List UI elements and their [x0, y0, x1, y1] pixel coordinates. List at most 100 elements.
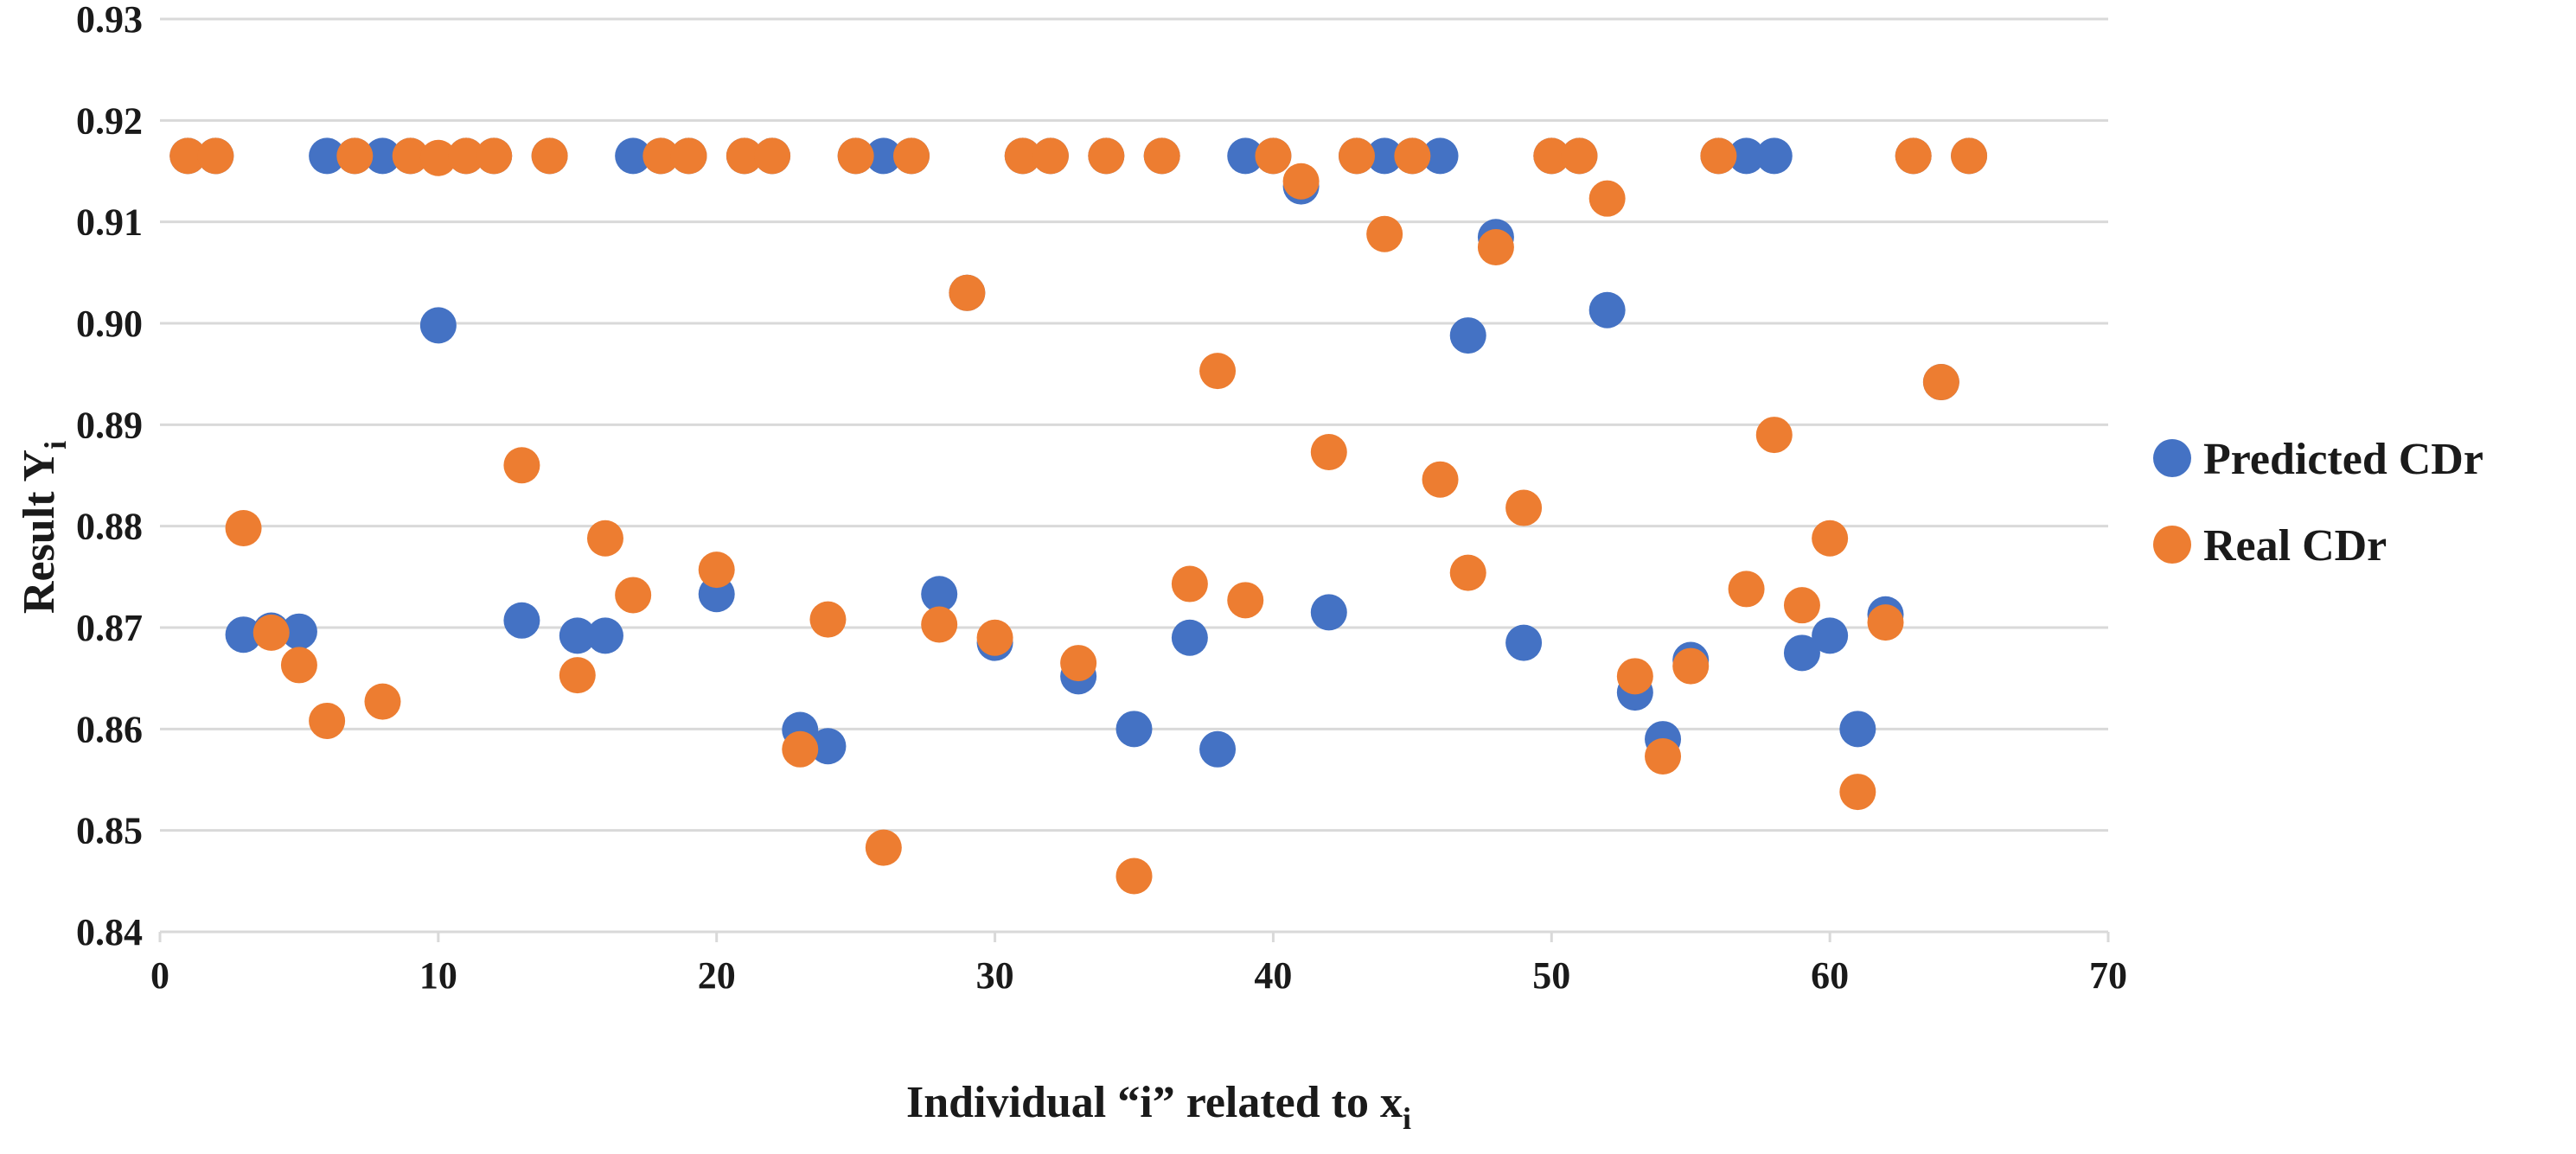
- y-tick-label: 0.92: [76, 99, 143, 142]
- point-real: [1867, 604, 1904, 641]
- y-tick-label: 0.87: [76, 607, 143, 649]
- y-tick-label: 0.86: [76, 708, 143, 750]
- y-tick-label: 0.88: [76, 506, 143, 548]
- series-real-cdr: [169, 137, 1988, 895]
- axes: [158, 930, 2110, 942]
- y-tick-label: 0.85: [76, 810, 143, 852]
- point-real: [197, 137, 234, 175]
- point-real: [1922, 364, 1959, 401]
- point-predicted: [1449, 317, 1486, 354]
- point-predicted: [1588, 291, 1626, 328]
- y-axis-title: Result Yi: [15, 441, 73, 614]
- x-tick-label: 10: [419, 954, 457, 997]
- point-real: [448, 137, 485, 175]
- point-real: [1394, 137, 1431, 175]
- point-real: [419, 139, 457, 176]
- x-tick-label: 70: [2089, 954, 2127, 997]
- x-axis-title-sub: i: [1403, 1101, 1411, 1136]
- point-predicted: [225, 616, 262, 654]
- point-real: [1728, 571, 1765, 608]
- point-real: [725, 137, 763, 175]
- y-tick-label: 0.91: [76, 201, 143, 244]
- point-predicted: [1115, 711, 1153, 748]
- point-real: [1755, 417, 1793, 454]
- point-predicted: [615, 137, 652, 175]
- point-real: [1199, 353, 1237, 390]
- point-real: [949, 274, 986, 311]
- point-predicted: [1310, 594, 1347, 631]
- point-real: [1700, 137, 1737, 175]
- point-real: [169, 137, 207, 175]
- point-predicted: [364, 137, 401, 175]
- point-predicted: [503, 602, 540, 639]
- point-real: [1032, 137, 1069, 175]
- point-real: [1115, 858, 1153, 895]
- point-real: [252, 614, 290, 651]
- point-real: [1366, 215, 1403, 252]
- x-axis-title-main: Individual “i” related to x: [906, 1078, 1403, 1127]
- point-real: [559, 657, 596, 694]
- legend-marker-real: [2153, 526, 2191, 564]
- point-predicted: [1366, 137, 1403, 175]
- point-real: [1533, 137, 1570, 175]
- point-real: [1561, 137, 1598, 175]
- point-real: [531, 137, 568, 175]
- point-real: [921, 606, 958, 643]
- x-tick-label: 20: [698, 954, 736, 997]
- point-real: [503, 447, 540, 484]
- x-tick-label: 0: [150, 954, 169, 997]
- point-predicted: [1422, 137, 1459, 175]
- y-tick-label: 0.84: [76, 911, 143, 953]
- point-real: [782, 730, 819, 768]
- legend-label-real: Real CDr: [2203, 521, 2387, 571]
- point-real: [1060, 645, 1097, 682]
- point-predicted: [1812, 617, 1849, 654]
- x-tick-label: 50: [1532, 954, 1570, 997]
- x-tick-label: 30: [976, 954, 1014, 997]
- point-real: [865, 829, 902, 866]
- point-real: [837, 137, 874, 175]
- point-predicted: [809, 728, 847, 765]
- x-tick-label: 40: [1254, 954, 1292, 997]
- y-axis-title-main: Result Y: [15, 449, 64, 614]
- point-real: [364, 683, 401, 720]
- y-axis-title-sub: i: [38, 441, 73, 449]
- point-predicted: [865, 137, 902, 175]
- point-predicted: [586, 617, 623, 654]
- point-real: [1839, 774, 1876, 811]
- y-tick-label: 0.90: [76, 303, 143, 345]
- point-predicted: [280, 613, 317, 650]
- point-real: [392, 137, 429, 175]
- point-predicted: [1783, 634, 1820, 672]
- point-real: [309, 702, 346, 739]
- point-real: [1227, 582, 1264, 619]
- point-real: [1171, 565, 1208, 603]
- point-predicted: [1505, 624, 1543, 661]
- gridlines: [160, 17, 2108, 934]
- point-real: [1588, 180, 1626, 217]
- point-real: [1951, 137, 1988, 175]
- point-real: [1645, 738, 1682, 775]
- point-real: [976, 619, 1013, 656]
- data-points: [169, 137, 1988, 895]
- point-real: [1255, 137, 1292, 175]
- point-real: [1282, 163, 1320, 200]
- point-real: [1338, 137, 1375, 175]
- point-real: [1449, 554, 1486, 591]
- point-real: [642, 137, 680, 175]
- x-axis-title: Individual “i” related to xi: [906, 1078, 1411, 1136]
- point-real: [280, 647, 317, 684]
- point-real: [336, 137, 374, 175]
- point-predicted: [1199, 730, 1237, 768]
- point-real: [754, 137, 791, 175]
- point-real: [1812, 520, 1849, 557]
- point-real: [1143, 137, 1180, 175]
- point-real: [1505, 489, 1543, 526]
- point-real: [698, 551, 735, 589]
- point-real: [225, 510, 262, 547]
- point-real: [1477, 229, 1514, 265]
- point-real: [1783, 587, 1820, 624]
- point-predicted: [559, 617, 596, 654]
- legend: Predicted CDr Real CDr: [2153, 435, 2483, 571]
- point-real: [1310, 434, 1347, 471]
